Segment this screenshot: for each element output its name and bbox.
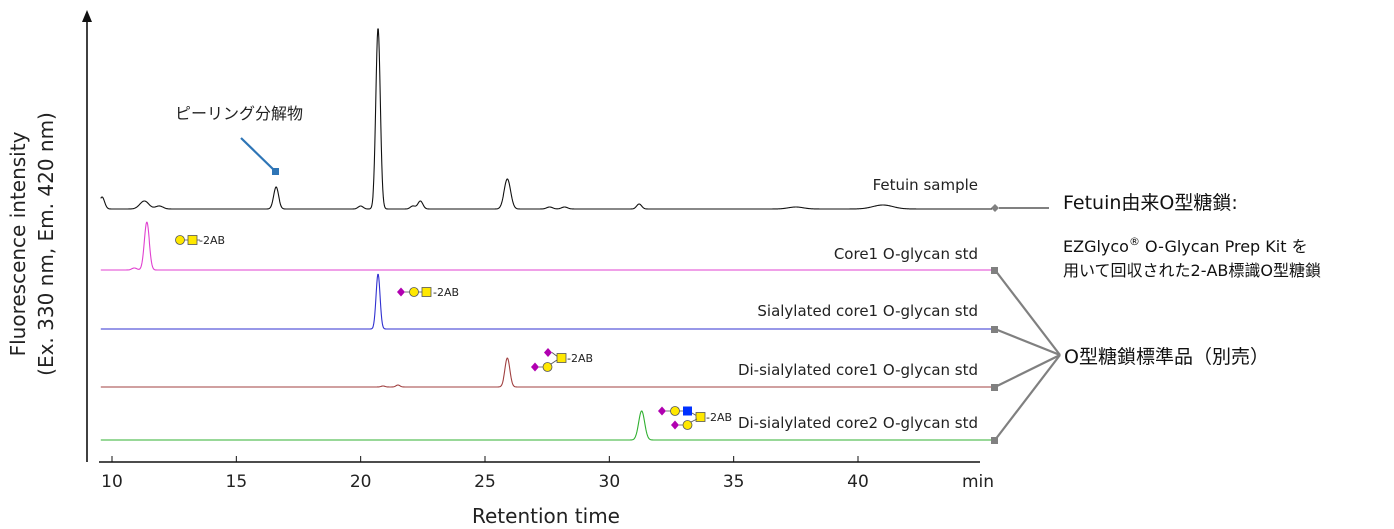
standards-label: O型糖鎖標準品（別売） <box>1064 346 1269 368</box>
x-tick-label: 30 <box>599 472 621 492</box>
series-line-4 <box>100 410 992 441</box>
x-ticks: 10 15 20 25 30 35 40 <box>101 456 869 492</box>
y-axis-arrow <box>82 10 92 22</box>
kit-name: EZGlyco <box>1063 237 1129 256</box>
series-line-1 <box>100 221 992 271</box>
series-label-fetuin: Fetuin sample <box>873 176 978 194</box>
peeling-annotation: ピーリング分解物 <box>175 104 303 123</box>
y-axis-title-line2: (Ex. 330 nm, Em. 420 nm) <box>34 112 58 376</box>
glycan-disialylated-core2-icon: -2AB <box>658 406 732 430</box>
series-line-3 <box>100 357 992 388</box>
series-traces <box>100 28 992 441</box>
series-label-core1: Core1 O-glycan std <box>834 245 978 263</box>
peeling-pointer-head <box>272 168 279 175</box>
x-tick-label: 35 <box>723 472 745 492</box>
glycan-core1-icon: -2AB <box>175 234 225 247</box>
series-label-disialylated-core2: Di-sialylated core2 O-glycan std <box>738 414 978 432</box>
kit-name-rest: O-Glycan Prep Kit を <box>1140 237 1308 256</box>
x-tick-label: 10 <box>101 472 123 492</box>
glycan-sialylated-core1-tag: -2AB <box>433 286 459 299</box>
glycan-core1-tag: -2AB <box>199 234 225 247</box>
y-axis-title-line1: Fluorescence intensity <box>6 131 30 356</box>
connector-marker-fetuin <box>991 204 999 212</box>
glycan-disialylated-core2-tag: -2AB <box>706 411 732 424</box>
glycan-sialylated-core1-icon: -2AB <box>397 286 459 299</box>
peeling-pointer <box>240 137 276 172</box>
x-axis-title: Retention time <box>472 504 620 528</box>
x-tick-label: 40 <box>847 472 869 492</box>
x-unit-label: min <box>962 472 994 492</box>
x-tick-label: 20 <box>350 472 372 492</box>
series-label-sialylated-core1: Sialylated core1 O-glycan std <box>757 302 978 320</box>
glycan-disialylated-core1-tag: -2AB <box>567 352 593 365</box>
connectors-standards <box>991 267 1061 444</box>
series-label-disialylated-core1: Di-sialylated core1 O-glycan std <box>738 361 978 379</box>
x-tick-label: 15 <box>226 472 248 492</box>
kit-line-1: EZGlyco® O-Glycan Prep Kit を <box>1063 235 1308 256</box>
glycan-disialylated-core1-icon: -2AB <box>531 348 593 372</box>
series-line-0 <box>100 28 992 210</box>
series-line-2 <box>100 273 992 330</box>
registered-mark: ® <box>1129 235 1140 248</box>
x-tick-label: 25 <box>474 472 496 492</box>
fetuin-title: Fetuin由来O型糖鎖: <box>1063 192 1238 214</box>
kit-line-2: 用いて回収された2-AB標識O型糖鎖 <box>1063 261 1321 280</box>
